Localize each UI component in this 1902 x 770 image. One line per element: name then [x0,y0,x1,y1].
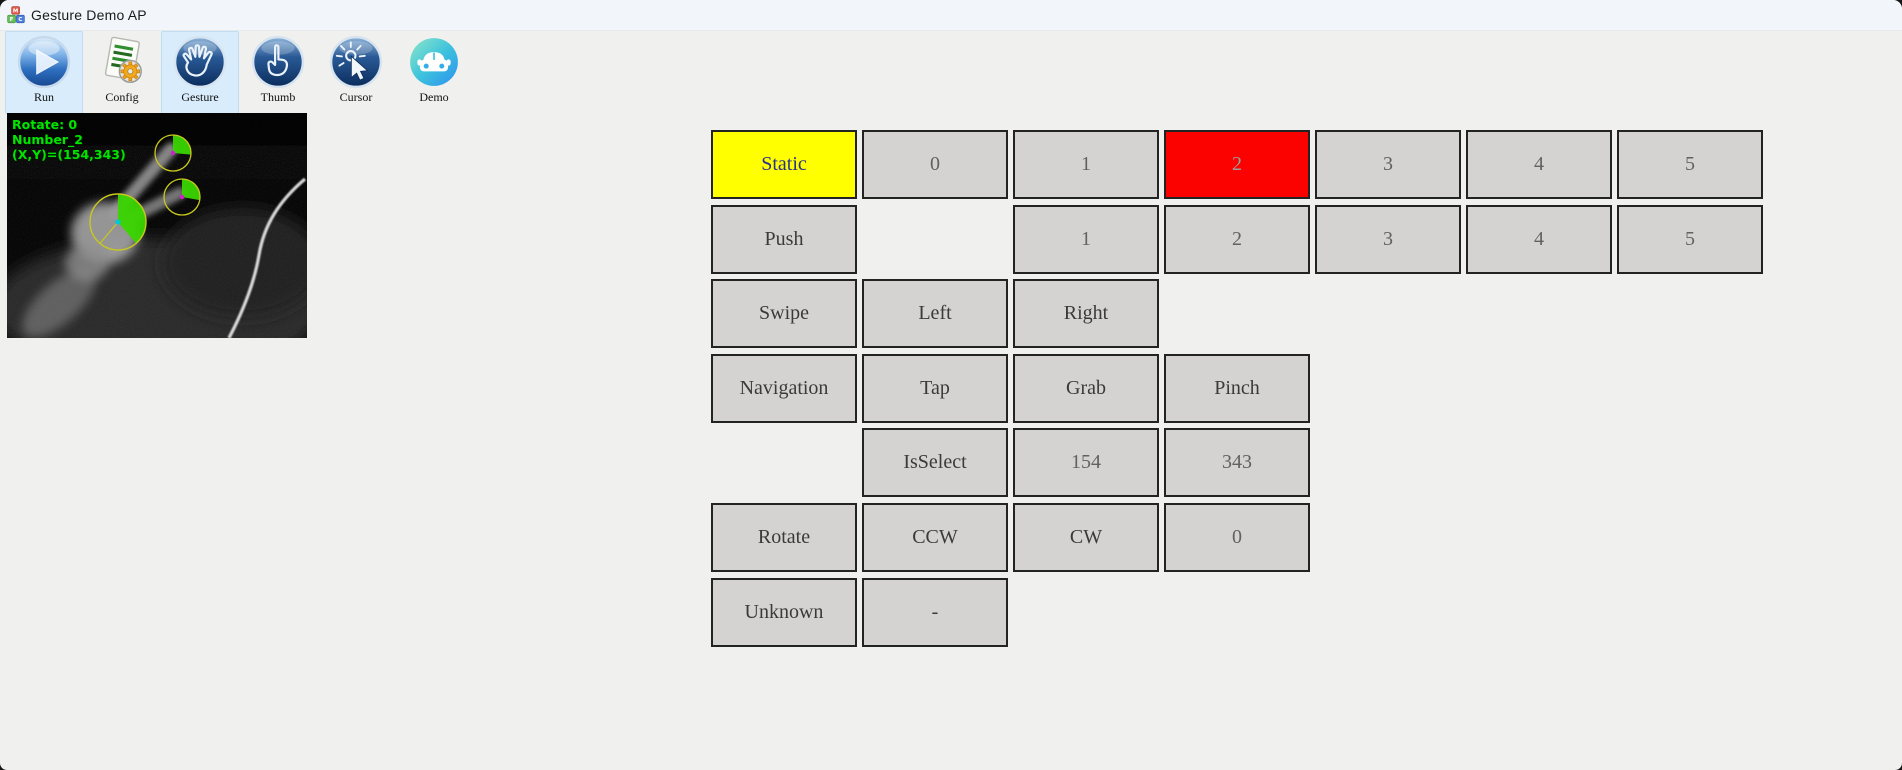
grid-button-static-0[interactable]: 0 [862,130,1008,199]
run-play-icon [17,35,71,89]
toolbar-button-demo[interactable]: Demo [395,31,473,114]
cursor-click-icon [329,35,383,89]
grid-button-push-3[interactable]: 3 [1315,205,1461,274]
grid-button-push-4[interactable]: 4 [1466,205,1612,274]
mfc-app-icon: M F C [7,6,25,24]
grid-button-push-1[interactable]: 1 [1013,205,1159,274]
car-demo-icon [407,35,461,89]
toolbar-label: Thumb [260,90,296,104]
toolbar-button-thumb[interactable]: Thumb [239,31,317,114]
grid-button-navigation-navigation[interactable]: Navigation [711,354,857,423]
window-title: Gesture Demo AP [31,7,147,23]
svg-text:F: F [10,17,14,23]
grid-button-rotate-cw[interactable]: CW [1013,503,1159,572]
grid-button-static-5[interactable]: 5 [1617,130,1763,199]
grid-button-rotate-ccw[interactable]: CCW [862,503,1008,572]
grid-button-swipe-right[interactable]: Right [1013,279,1159,348]
toolbar-label: Config [105,90,139,104]
toolbar: Run [0,31,1902,115]
gesture-readout: Number_2 [12,132,83,147]
toolbar-button-gesture[interactable]: Gesture [161,31,239,114]
toolbar-button-run[interactable]: Run [5,31,83,114]
thumb-point-up-icon [251,35,305,89]
camera-preview: Rotate: 0 Number_2 (X,Y)=(154,343) [7,113,307,338]
grid-button-unknown-[interactable]: - [862,578,1008,647]
grid-button-static-3[interactable]: 3 [1315,130,1461,199]
gesture-open-hand-icon [173,35,227,89]
grid-button-unknown-unknown[interactable]: Unknown [711,578,857,647]
toolbar-button-cursor[interactable]: Cursor [317,31,395,114]
grid-button-push-5[interactable]: 5 [1617,205,1763,274]
preview-overlay-text: Rotate: 0 Number_2 (X,Y)=(154,343) [12,117,126,162]
toolbar-label: Cursor [339,90,373,104]
grid-button-rotate-0[interactable]: 0 [1164,503,1310,572]
grid-button-navigation-tap[interactable]: Tap [862,354,1008,423]
toolbar-label: Run [33,90,54,104]
toolbar-button-config[interactable]: Config [83,31,161,114]
toolbar-label: Demo [419,90,449,104]
grid-button-static-4[interactable]: 4 [1466,130,1612,199]
xy-readout: (X,Y)=(154,343) [12,147,126,162]
grid-button-navigation-pinch[interactable]: Pinch [1164,354,1310,423]
grid-button-static-2[interactable]: 2 [1164,130,1310,199]
rotate-readout: Rotate: 0 [12,117,78,132]
config-document-gear-icon [95,35,149,89]
grid-button-static-static[interactable]: Static [711,130,857,199]
grid-button-rotate-rotate[interactable]: Rotate [711,503,857,572]
rotation-pie-fingertip-right [163,178,201,216]
rotation-pie-fingertip-top [154,134,192,172]
svg-text:M: M [13,9,18,15]
toolbar-label: Gesture [181,90,219,104]
grid-button-select-isselect[interactable]: IsSelect [862,428,1008,497]
grid-button-navigation-grab[interactable]: Grab [1013,354,1159,423]
grid-button-push-push[interactable]: Push [711,205,857,274]
grid-button-select-154[interactable]: 154 [1013,428,1159,497]
svg-text:C: C [18,17,22,23]
grid-button-select-343[interactable]: 343 [1164,428,1310,497]
titlebar: M F C Gesture Demo AP [0,0,1902,31]
grid-button-swipe-left[interactable]: Left [862,279,1008,348]
grid-button-push-2[interactable]: 2 [1164,205,1310,274]
rotation-pie-palm [89,193,147,251]
ir-hand-image [7,113,307,338]
grid-button-static-1[interactable]: 1 [1013,130,1159,199]
grid-button-swipe-swipe[interactable]: Swipe [711,279,857,348]
